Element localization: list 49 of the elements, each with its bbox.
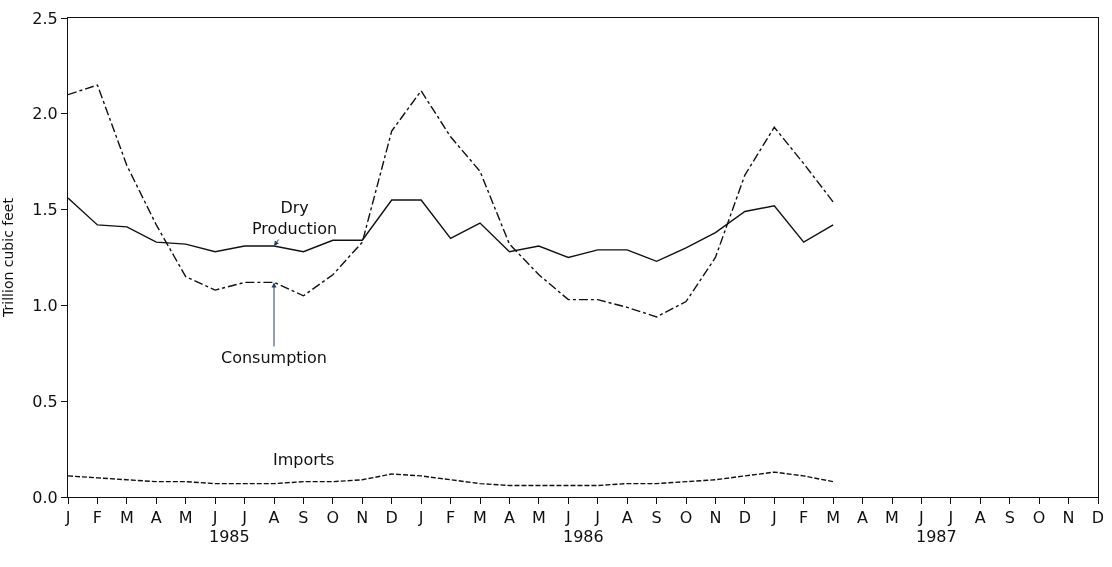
series-label: Imports [273,450,335,469]
x-tick-label: D [738,508,752,528]
x-tick-label: A [503,508,515,528]
x-tick-label: M [531,508,546,528]
text: 1987 [916,527,957,546]
x-tick-label: O [1032,508,1046,528]
x-tick-label: M [473,508,487,528]
y-tick-label: 1.0 [32,296,58,315]
x-tick-label: J [64,508,71,528]
x-tick-label: J [564,508,571,528]
x-tick-label: M [119,508,134,528]
x-tick-label: A [150,508,162,528]
x-tick-label: S [1004,508,1015,528]
x-tick-label: J [417,508,424,528]
x-tick-label: A [621,508,633,528]
x-tick-label: J [241,508,247,528]
x-tick-label: D [1091,508,1105,528]
y-tick-label: 1.5 [32,200,58,220]
x-tick-label: F [445,508,456,528]
x-tick-label: N [356,508,369,528]
text: Consumption [221,348,327,367]
x-tick-label: S [298,508,309,528]
x-tick-label: D [385,508,398,528]
x-tick-label: O [679,508,693,528]
x-tick-label: J [594,508,601,528]
y-tick-label: 2.5 [32,8,58,28]
x-tick-label: A [974,508,986,528]
x-tick-label: F [799,508,809,528]
text: 1985 [209,527,250,546]
x-tick-label: A [857,508,869,528]
x-tick-label: N [709,508,722,528]
x-tick-label: J [918,508,924,528]
x-tick-label: M [178,508,193,528]
y-tick-label: 2.0 [32,104,58,124]
x-tick-label: J [947,508,954,528]
x-tick-label: O [326,508,340,528]
y-tick-label: 0.0 [32,487,58,507]
y-axis-title: Trillion cubic feet [0,197,16,318]
x-tick-label: J [211,508,218,528]
x-tick-label: M [826,508,841,528]
series-label: Dry Production [252,198,338,238]
x-tick-label: N [1062,508,1075,528]
x-tick-label: J [770,508,777,528]
y-tick-label: 0.5 [32,391,58,411]
x-tick-label: A [268,508,280,528]
x-tick-label: F [92,508,103,528]
x-tick-label: S [651,508,662,528]
x-tick-label: M [885,508,899,528]
text: 1986 [563,527,604,546]
